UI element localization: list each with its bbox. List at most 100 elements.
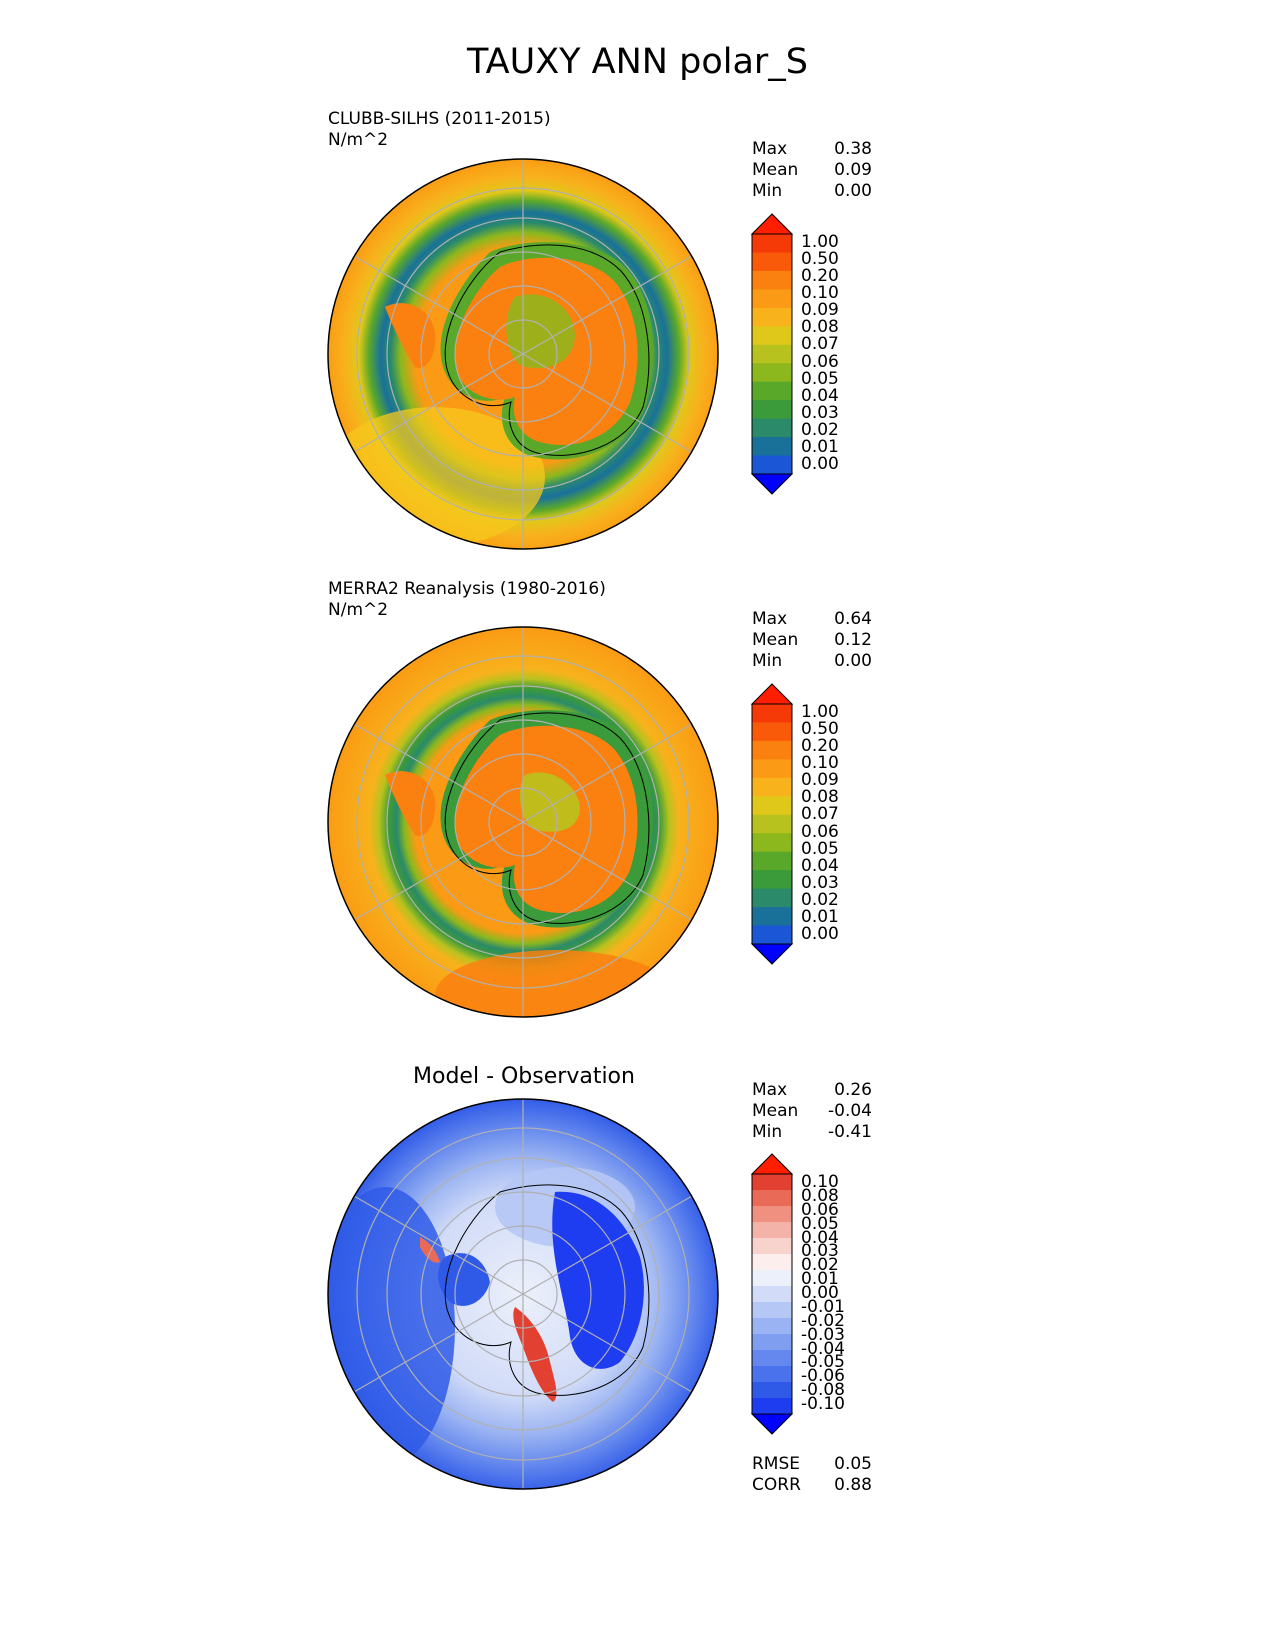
panel1-colorbar-tick-label: 0.20 <box>801 266 839 287</box>
panel2-colorbar-bin <box>752 851 792 871</box>
panel3-colorbar-bin <box>752 1206 792 1223</box>
panel2-colorbar-bin <box>752 704 792 723</box>
panel2-colorbar-bin <box>752 740 792 760</box>
panel3-colorbar-tick-label: -0.08 <box>801 1380 845 1401</box>
panel1-colorbar-tick-label: 0.50 <box>801 249 839 270</box>
panel1-colorbar-bin <box>752 437 792 457</box>
panel1-title-line1: CLUBB-SILHS (2011-2015) <box>328 109 551 129</box>
panel1-colorbar-bin <box>752 289 792 309</box>
panel1-colorbar-tick-label: 0.05 <box>801 368 839 389</box>
panel1-colorbar-extend-min <box>750 473 794 495</box>
panel3-colorbar-bin <box>752 1254 792 1271</box>
panel2-colorbar-bin <box>752 777 792 797</box>
panel3-map-border <box>327 1098 719 1490</box>
panel3-colorbar-tick-label: 0.05 <box>801 1213 839 1234</box>
panel2-peninsula <box>385 771 436 836</box>
panel2-colorbar-bin <box>752 888 792 908</box>
panel3-colorbar-bin <box>752 1398 792 1415</box>
panel2-colorbar-tick-label: 0.06 <box>801 821 839 842</box>
panel2-colorbar-bin <box>752 870 792 890</box>
panel1-stat-max-value: 0.38 <box>834 139 872 159</box>
panel1-colorbar-tick-label: 0.00 <box>801 454 839 474</box>
panel2-map-border <box>327 626 719 1018</box>
panel2-stat-min-value: 0.00 <box>834 651 872 671</box>
panel3-colorbar-extend-min <box>750 1413 794 1435</box>
panel1-colorbar-tick-label: 0.07 <box>801 334 839 355</box>
panel2-colorbar <box>750 683 794 965</box>
panel3-colorbar-bin <box>752 1190 792 1207</box>
panel3-stat-mean-value: -0.04 <box>828 1101 872 1121</box>
panel3-colorbar-tick-label: 0.06 <box>801 1199 839 1220</box>
panel1-colorbar-tick-label: 0.10 <box>801 283 839 304</box>
panel2-colorbar-tick-label: 0.50 <box>801 719 839 740</box>
panel2-colorbar-bin <box>752 833 792 853</box>
panel3-colorbar-bin <box>752 1334 792 1351</box>
panel1-colorbar-tick-label: 0.04 <box>801 385 839 406</box>
panel3-colorbar-tick-label: 0.10 <box>801 1172 839 1192</box>
panel1-colorbar <box>750 213 794 495</box>
panel3-stat-min-label: Min <box>752 1122 783 1142</box>
panel3-stat-mean-label: Mean <box>752 1101 799 1121</box>
figure-title: TAUXY ANN polar_S <box>466 42 809 82</box>
panel2-coastline <box>444 712 650 924</box>
panel3-colorbar-tick-label: 0.03 <box>801 1241 839 1262</box>
panel1-colorbar-bin <box>752 326 792 346</box>
panel1-colorbar-bin <box>752 344 792 364</box>
panel1-colorbar-bin <box>752 234 792 253</box>
panel2-colorbar-bin <box>752 814 792 834</box>
panel1-colorbar-tick-label: 0.08 <box>801 317 839 338</box>
panel2-colorbar-frame <box>751 703 793 945</box>
panel2-colorbar-tick-label: 0.00 <box>801 924 839 944</box>
panel3-colorbar-bin <box>752 1174 792 1191</box>
panel1-colorbar-tick-label: 0.02 <box>801 419 839 440</box>
panel2-colorbar-tick-label: 1.00 <box>801 702 839 722</box>
panel3-colorbar <box>750 1153 794 1435</box>
panel3-colorbar-bin <box>752 1270 792 1287</box>
panel2-title-line1: MERRA2 Reanalysis (1980-2016) <box>328 579 606 599</box>
panel3-colorbar-bin <box>752 1366 792 1383</box>
panel2-colorbar-extend-max <box>750 683 794 705</box>
panel3-colorbar-bin <box>752 1350 792 1367</box>
panel3-colorbar-tick-label: -0.06 <box>801 1366 845 1387</box>
panel2-colorbar-tick-label: 0.10 <box>801 753 839 774</box>
panel2-stat-mean-label: Mean <box>752 630 799 650</box>
panel3-title: Model - Observation <box>413 1064 635 1089</box>
panel3-rmse-label: RMSE <box>752 1454 801 1474</box>
panel2-colorbar-tick-label: 0.05 <box>801 838 839 859</box>
panel3-colorbar-tick-label: -0.02 <box>801 1310 845 1331</box>
panel3-colorbar-tick-label: 0.01 <box>801 1269 839 1290</box>
panel2-stat-max-label: Max <box>752 609 788 629</box>
panel3-peninsula-positive <box>420 1237 440 1263</box>
panel1-gridlines <box>353 159 693 549</box>
panel1-stat-mean-value: 0.09 <box>834 160 872 180</box>
panel1-peninsula <box>385 303 436 368</box>
panel1-colorbar-bin <box>752 455 792 475</box>
panel3-corr-value: 0.88 <box>834 1475 872 1495</box>
panel3-colorbar-bin <box>752 1318 792 1335</box>
panel2-stat-max-value: 0.64 <box>834 609 872 629</box>
panel3-colorbar-tick-label: -0.03 <box>801 1324 845 1345</box>
panel1-stat-max-label: Max <box>752 139 788 159</box>
panel2-stat-mean-value: 0.12 <box>834 630 872 650</box>
panel3-colorbar-tick-label: 0.02 <box>801 1255 839 1276</box>
panel3-colorbar-tick-label: -0.04 <box>801 1338 845 1359</box>
panel1-colorbar-bin <box>752 381 792 401</box>
panel2-stat-min-label: Min <box>752 651 783 671</box>
panel2-title: MERRA2 Reanalysis (1980-2016) N/m^2 <box>328 579 606 621</box>
panel1-colorbar-bin <box>752 400 792 420</box>
panel1-colorbar-tick-label: 0.06 <box>801 351 839 372</box>
panel1-colorbar-tick-label: 0.09 <box>801 300 839 321</box>
panel1-stat-min-label: Min <box>752 181 783 201</box>
panel3-colorbar-bin <box>752 1382 792 1399</box>
panel3-colorbar-bin <box>752 1286 792 1303</box>
panel2-colorbar-tick-label: 0.03 <box>801 872 839 893</box>
panel1-stat-min-value: 0.00 <box>834 181 872 201</box>
panel3-colorbar-tick-label: 0.08 <box>801 1185 839 1206</box>
panel3-colorbar-bin <box>752 1302 792 1319</box>
panel2-colorbar-bin <box>752 907 792 927</box>
panel3-rmse-value: 0.05 <box>834 1454 872 1474</box>
panel2-colorbar-tick-label: 0.02 <box>801 889 839 910</box>
panel1-colorbar-bin <box>752 270 792 290</box>
panel2-colorbar-tick-label: 0.04 <box>801 855 839 876</box>
panel3-colorbar-extend-max <box>750 1153 794 1175</box>
